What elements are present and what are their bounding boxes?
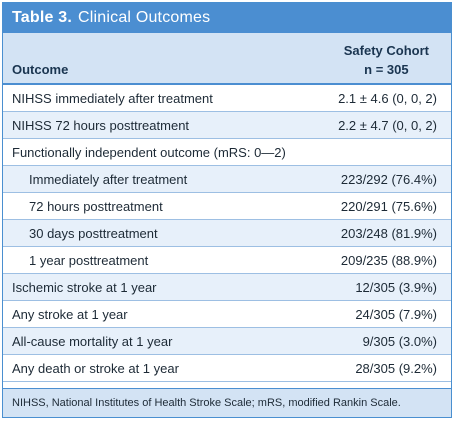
row-label: 30 days posttreatment	[29, 225, 158, 241]
row-label: 72 hours posttreatment	[29, 198, 163, 214]
row-label: Functionally independent outcome (mRS: 0…	[12, 144, 286, 160]
table-footnote: NIHSS, National Institutes of Health Str…	[3, 388, 451, 417]
table-row-group-heading: Functionally independent outcome (mRS: 0…	[3, 139, 451, 166]
table-row: Immediately after treatment 223/292 (76.…	[3, 166, 451, 193]
row-value: 209/235 (88.9%)	[340, 252, 437, 268]
table-row: Any stroke at 1 year 24/305 (7.9%)	[3, 301, 451, 328]
table-row: NIHSS immediately after treatment 2.1 ± …	[3, 85, 451, 112]
table-title: Clinical Outcomes	[78, 9, 211, 26]
row-value: 2.2 ± 4.7 (0, 0, 2)	[338, 117, 437, 133]
row-label: Immediately after treatment	[29, 171, 188, 187]
row-value: 203/248 (81.9%)	[340, 225, 437, 241]
table-body: NIHSS immediately after treatment 2.1 ± …	[3, 85, 451, 382]
table-row: 72 hours posttreatment 220/291 (75.6%)	[3, 193, 451, 220]
row-value: 220/291 (75.6%)	[340, 198, 437, 214]
table-row: 30 days posttreatment 203/248 (81.9%)	[3, 220, 451, 247]
row-value: 9/305 (3.0%)	[362, 333, 437, 349]
row-label: 1 year posttreatment	[29, 252, 149, 268]
table-row: 1 year posttreatment 209/235 (88.9%)	[3, 247, 451, 274]
column-header-outcome: Outcome	[12, 62, 69, 77]
clinical-outcomes-table: Table 3. Clinical Outcomes Outcome Safet…	[2, 2, 452, 418]
column-header-cohort-n: n = 305	[364, 62, 409, 77]
table-row: All-cause mortality at 1 year 9/305 (3.0…	[3, 328, 451, 355]
row-value: 28/305 (9.2%)	[355, 360, 437, 376]
column-header-cohort-name: Safety Cohort	[343, 43, 429, 58]
row-value: 2.1 ± 4.6 (0, 0, 2)	[338, 90, 437, 106]
row-label: NIHSS 72 hours posttreatment	[12, 117, 190, 133]
row-label: NIHSS immediately after treatment	[12, 90, 213, 106]
column-header-safety-cohort: Safety Cohort n = 305	[344, 41, 429, 79]
table-row: Any death or stroke at 1 year 28/305 (9.…	[3, 355, 451, 382]
row-value: 24/305 (7.9%)	[355, 306, 437, 322]
row-label: Any death or stroke at 1 year	[12, 360, 179, 376]
table-header: Outcome Safety Cohort n = 305	[3, 33, 451, 85]
row-label: All-cause mortality at 1 year	[12, 333, 173, 349]
table-title-bar: Table 3. Clinical Outcomes	[3, 3, 451, 33]
table-row: Ischemic stroke at 1 year 12/305 (3.9%)	[3, 274, 451, 301]
row-value: 12/305 (3.9%)	[355, 279, 437, 295]
row-label: Any stroke at 1 year	[12, 306, 128, 322]
row-label: Ischemic stroke at 1 year	[12, 279, 157, 295]
table-number: Table 3.	[12, 9, 72, 26]
table-row: NIHSS 72 hours posttreatment 2.2 ± 4.7 (…	[3, 112, 451, 139]
row-value: 223/292 (76.4%)	[340, 171, 437, 187]
